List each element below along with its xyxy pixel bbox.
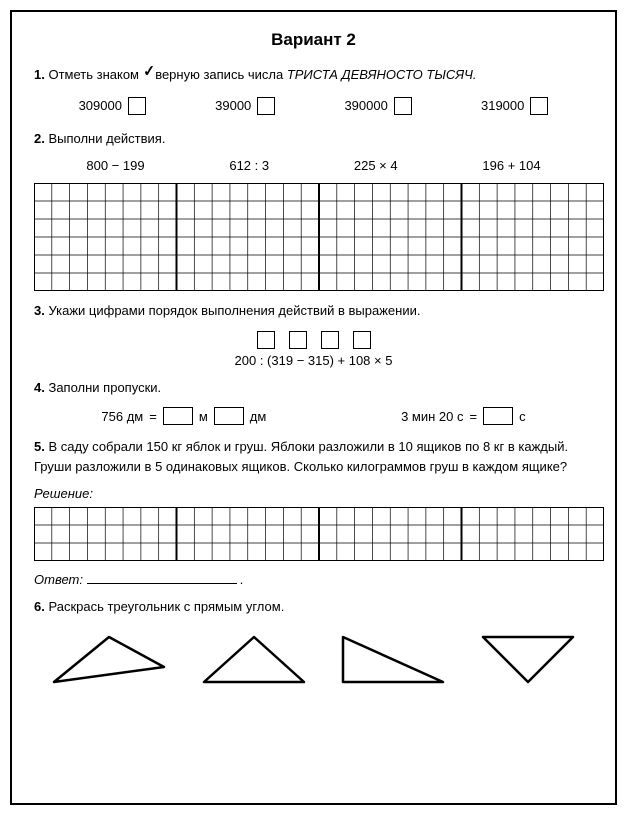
page-title: Вариант 2 — [34, 30, 593, 50]
q3-boxes-row — [34, 331, 593, 349]
unit: дм — [250, 409, 267, 424]
question-1: 1. Отметь знаком ✓верную запись числа ТР… — [34, 64, 593, 87]
q5-text: В саду собрали 150 кг яблок и груш. Ябло… — [34, 439, 568, 474]
checkbox[interactable] — [128, 97, 146, 115]
unit: с — [519, 409, 526, 424]
q4-right-val: 3 мин 20 с — [401, 409, 463, 424]
q2-item: 800 − 199 — [86, 158, 144, 173]
q1-italic: ТРИСТА ДЕВЯНОСТО ТЫСЯЧ. — [287, 67, 477, 82]
fill-box[interactable] — [483, 407, 513, 425]
triangle-shape[interactable] — [194, 627, 314, 687]
checkmark-icon: ✓ — [142, 60, 156, 84]
order-box[interactable] — [289, 331, 307, 349]
q2-text: Выполни действия. — [48, 131, 165, 146]
checkbox[interactable] — [394, 97, 412, 115]
fill-box[interactable] — [214, 407, 244, 425]
worksheet-page: Вариант 2 1. Отметь знаком ✓верную запис… — [10, 10, 617, 805]
q1-option: 319000 — [481, 97, 548, 115]
q2-items-row: 800 − 199 612 : 3 225 × 4 196 + 104 — [34, 158, 593, 173]
q1-option-value: 390000 — [344, 98, 387, 113]
q6-text: Раскрась треугольник с прямым углом. — [48, 599, 284, 614]
q6-number: 6. — [34, 599, 45, 614]
q1-number: 1. — [34, 67, 45, 82]
q3-text: Укажи цифрами порядок выполнения действи… — [48, 303, 420, 318]
question-6: 6. Раскрась треугольник с прямым углом. — [34, 597, 593, 617]
order-box[interactable] — [353, 331, 371, 349]
q4-fill-row: 756 дм = м дм 3 мин 20 с = с — [34, 407, 593, 425]
triangle-shape[interactable] — [44, 627, 174, 687]
triangles-row — [34, 627, 593, 687]
checkbox[interactable] — [257, 97, 275, 115]
equals: = — [469, 409, 477, 424]
work-grid-2[interactable] — [34, 507, 604, 561]
fill-box[interactable] — [163, 407, 193, 425]
order-box[interactable] — [321, 331, 339, 349]
triangle-shape[interactable] — [473, 627, 583, 687]
q2-item: 196 + 104 — [482, 158, 540, 173]
answer-row: Ответ: . — [34, 571, 593, 587]
q1-text-after: верную запись числа — [155, 67, 283, 82]
q1-option-value: 319000 — [481, 98, 524, 113]
q4-text: Заполни пропуски. — [48, 380, 161, 395]
q4-right: 3 мин 20 с = с — [401, 407, 526, 425]
question-5: 5. В саду собрали 150 кг яблок и груш. Я… — [34, 437, 593, 476]
q1-text-before: Отметь знаком — [48, 67, 139, 82]
unit: м — [199, 409, 208, 424]
q1-option-value: 309000 — [79, 98, 122, 113]
q1-option: 390000 — [344, 97, 411, 115]
q2-item: 225 × 4 — [354, 158, 398, 173]
q4-number: 4. — [34, 380, 45, 395]
solution-label: Решение: — [34, 486, 593, 501]
q1-option: 39000 — [215, 97, 275, 115]
answer-line[interactable] — [87, 571, 237, 584]
q2-item: 612 : 3 — [229, 158, 269, 173]
q2-number: 2. — [34, 131, 45, 146]
q5-number: 5. — [34, 439, 45, 454]
q1-option: 309000 — [79, 97, 146, 115]
q1-options-row: 309000 39000 390000 319000 — [34, 97, 593, 115]
order-box[interactable] — [257, 331, 275, 349]
question-2: 2. Выполни действия. — [34, 129, 593, 149]
question-4: 4. Заполни пропуски. — [34, 378, 593, 398]
q3-expression: 200 : (319 − 315) + 108 × 5 — [34, 353, 593, 368]
period: . — [240, 572, 244, 587]
checkbox[interactable] — [530, 97, 548, 115]
question-3: 3. Укажи цифрами порядок выполнения дейс… — [34, 301, 593, 321]
grid-1-wrap — [34, 183, 593, 291]
grid-2-wrap — [34, 507, 593, 561]
work-grid-1[interactable] — [34, 183, 604, 291]
triangle-shape[interactable] — [333, 627, 453, 687]
q4-left-val: 756 дм — [101, 409, 143, 424]
answer-label: Ответ: — [34, 572, 83, 587]
equals: = — [149, 409, 157, 424]
q4-left: 756 дм = м дм — [101, 407, 266, 425]
q1-option-value: 39000 — [215, 98, 251, 113]
q3-number: 3. — [34, 303, 45, 318]
